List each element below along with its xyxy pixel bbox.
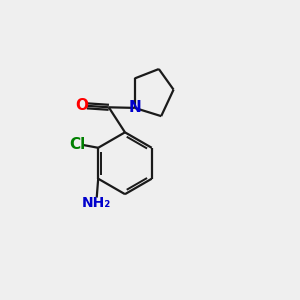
- Text: N: N: [128, 100, 141, 116]
- Text: O: O: [75, 98, 88, 113]
- Text: NH₂: NH₂: [82, 196, 111, 210]
- Text: Cl: Cl: [69, 137, 85, 152]
